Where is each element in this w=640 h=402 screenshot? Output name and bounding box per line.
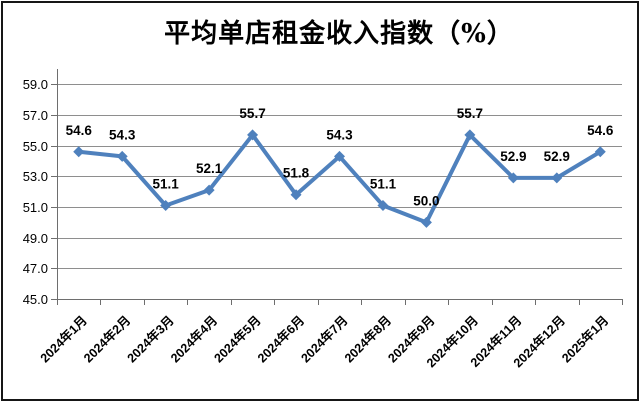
data-point-marker (464, 129, 476, 141)
data-point-marker (507, 172, 519, 184)
data-label: 52.1 (196, 161, 223, 176)
data-point-marker (334, 150, 345, 162)
data-label: 51.1 (370, 176, 397, 191)
y-tick-label: 51.0 (23, 200, 48, 215)
data-point-marker (594, 146, 606, 158)
x-tick-label: 2025年1月 (559, 313, 612, 366)
y-tick-label: 47.0 (23, 261, 48, 276)
data-label: 54.6 (587, 123, 614, 138)
chart-title: 平均单店租金收入指数（%） (164, 19, 514, 49)
data-point-marker (247, 129, 259, 141)
y-tick-label: 55.0 (23, 139, 48, 154)
data-label: 54.3 (109, 127, 136, 142)
data-label: 52.9 (500, 149, 526, 164)
data-point-marker (160, 199, 172, 211)
data-label: 51.8 (283, 166, 310, 181)
data-point-marker (203, 184, 215, 196)
data-point-marker (116, 150, 128, 162)
y-tick-label: 53.0 (23, 169, 48, 184)
y-tick-label: 57.0 (23, 108, 48, 123)
data-label: 54.3 (326, 127, 353, 142)
data-label: 55.7 (457, 106, 483, 121)
data-label: 54.6 (66, 123, 93, 138)
data-label: 51.1 (153, 176, 180, 191)
data-point-marker (420, 216, 432, 228)
data-point-marker (377, 199, 389, 211)
data-point-marker (290, 189, 302, 201)
y-tick-label: 45.0 (23, 292, 48, 307)
data-point-marker (551, 172, 563, 184)
data-label: 55.7 (239, 106, 265, 121)
y-tick-label: 49.0 (23, 231, 48, 246)
y-tick-label: 59.0 (23, 77, 48, 92)
data-label: 50.0 (413, 193, 439, 208)
data-point-marker (73, 146, 85, 158)
data-label: 52.9 (544, 149, 570, 164)
